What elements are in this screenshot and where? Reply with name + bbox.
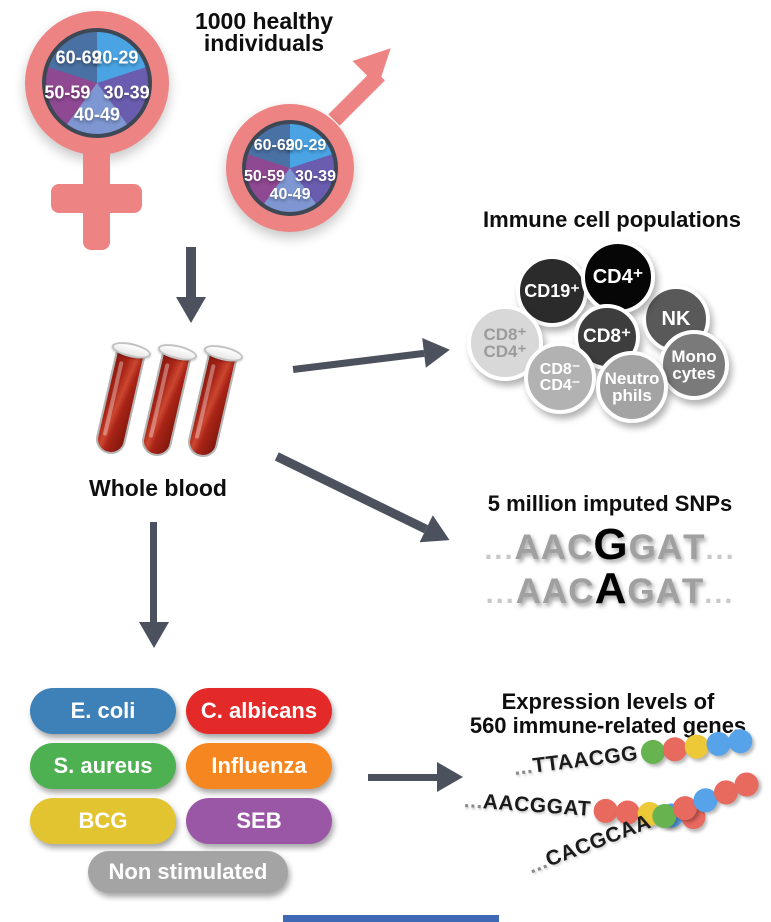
immune-populations-title: Immune cell populations — [483, 207, 741, 232]
cell-circle-monocytes: Mono cytes — [659, 330, 729, 400]
stimulus-pill-non-stimulated: Non stimulated — [88, 851, 288, 893]
arrow-stimuli-to-expression — [368, 762, 463, 792]
male-ring: 20-29 30-39 40-49 50-59 60-69 — [226, 104, 354, 232]
stimulus-pill-seb: SEB — [186, 798, 332, 844]
arrow-head-icon — [176, 297, 206, 323]
age-group-label: 50-59 — [244, 167, 285, 185]
arrow-blood-to-stimuli — [139, 522, 169, 648]
stimulus-pill-c-albicans: C. albicans — [186, 688, 332, 734]
age-group-label: 30-39 — [103, 82, 150, 103]
snp-sequences: ... A A C G G A T...... A A C A G A T... — [430, 520, 771, 613]
male-age-pie-chart: 20-29 30-39 40-49 50-59 60-69 — [242, 120, 338, 216]
female-age-pie-chart: 20-29 30-39 40-49 50-59 60-69 — [42, 28, 152, 138]
arrow-demographics-to-blood — [176, 247, 206, 323]
cell-circle-cd8neg-cd4neg: CD8⁻ CD4⁻ — [524, 342, 596, 414]
gene-sequence-label: ...TTAACGG — [512, 741, 640, 780]
age-group-label: 30-39 — [295, 167, 336, 185]
arrow-head-icon — [422, 334, 452, 368]
age-group-label: 60-69 — [253, 137, 295, 154]
age-group-label: 40-49 — [269, 186, 311, 204]
age-group-label: 50-59 — [44, 82, 91, 103]
stimulus-pill-e-coli: E. coli — [30, 688, 176, 734]
age-group-label: 60-69 — [55, 47, 102, 67]
demographics-title: 1000 healthy individuals — [194, 8, 334, 56]
arrow-shaft — [186, 247, 196, 297]
whole-blood-label: Whole blood — [89, 475, 227, 501]
stimulus-pill-bcg: BCG — [30, 798, 176, 844]
stimulus-pill-influenza: Influenza — [186, 743, 332, 789]
female-symbol-crossbar — [51, 184, 142, 213]
arrow-shaft — [292, 349, 425, 373]
arrow-head-icon — [437, 762, 463, 792]
expression-title-line2: 560 immune-related genes — [469, 713, 747, 738]
arrow-head-icon — [139, 622, 169, 648]
blue-expression-dot-icon — [726, 727, 754, 755]
age-group-label: 20-29 — [285, 137, 327, 154]
female-ring: 20-29 30-39 40-49 50-59 60-69 — [25, 11, 169, 155]
arrow-shaft — [150, 522, 158, 622]
stimuli-grid: E. coli C. albicans S. aureus Influenza BCG S… — [30, 688, 332, 844]
cell-circle-cd4-pos: CD4⁺ — [581, 240, 655, 314]
bottom-blue-strip — [283, 915, 499, 922]
age-group-label: 40-49 — [73, 104, 121, 125]
expression-title: Expression levels of 560 immune-related … — [436, 690, 771, 738]
age-group-label: 20-29 — [92, 47, 139, 67]
gene-sequence-row: ...CACGCAA — [525, 769, 762, 879]
cell-circle-neutrophils: Neutro phils — [596, 351, 668, 423]
arrow-blood-to-snps — [270, 443, 457, 554]
stimulus-pill-s-aureus: S. aureus — [30, 743, 176, 789]
arrow-blood-to-immune-cells — [291, 334, 452, 384]
snp-sequence: ... A A C A G A T... — [485, 564, 735, 613]
snps-title: 5 million imputed SNPs — [487, 491, 733, 516]
male-symbol-arrow-head — [352, 35, 404, 87]
expression-title-line1: Expression levels of — [501, 689, 715, 714]
snp-sequence: ... A A C G G A T... — [484, 520, 736, 569]
arrow-shaft — [275, 451, 429, 533]
arrow-shaft — [368, 773, 437, 781]
gene-sequence-label: ...AACGGAT — [463, 789, 592, 821]
